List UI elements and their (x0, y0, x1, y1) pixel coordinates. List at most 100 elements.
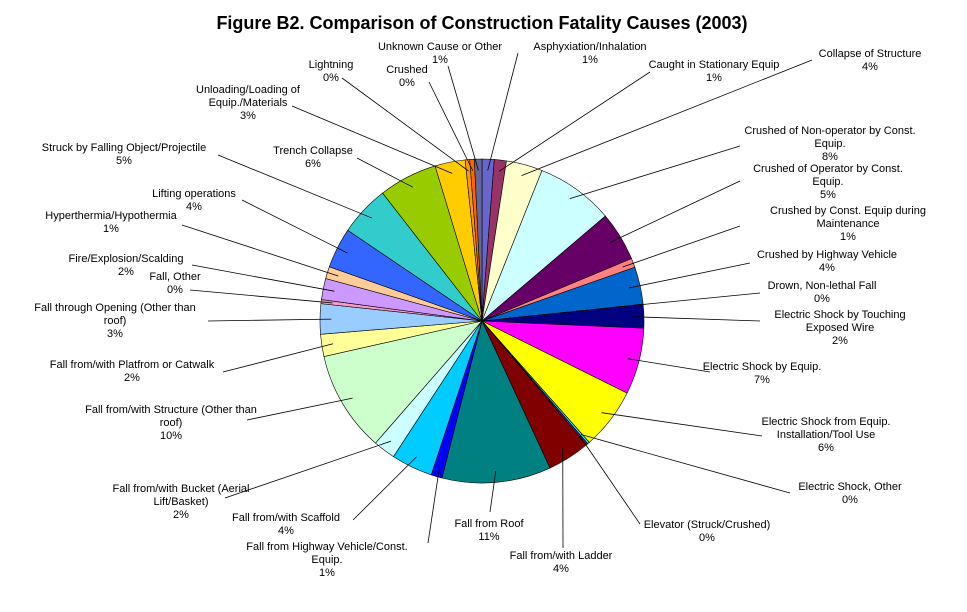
slice-percent: 7% (754, 374, 770, 386)
slice-label: Lightning 0% (309, 59, 354, 84)
slice-label-line: Crushed of Non-operator by Const. (744, 125, 915, 137)
leader-line (352, 456, 417, 521)
leader-line (207, 318, 332, 322)
slice-label: Struck by Falling Object/Projectile 5% (42, 142, 206, 167)
slice-label-line: Caught in Stationary Equip (649, 59, 780, 71)
slice-label-line: Equip./Materials (209, 97, 288, 109)
pie-slice (441, 320, 551, 484)
slice-label-line: Collapse of Structure (819, 48, 922, 60)
slice-percent: 6% (305, 158, 321, 170)
slice-label-line: Elevator (Struck/Crushed) (644, 519, 771, 531)
slice-percent: 4% (819, 262, 835, 274)
slice-label-line: Lightning (309, 59, 354, 71)
leader-line (241, 199, 348, 254)
slice-label-line: Fall from/with Bucket (Aerial (113, 483, 250, 495)
slice-label: Fall from Roof 11% (454, 518, 524, 543)
leader-line (224, 440, 392, 499)
leader-line (291, 105, 453, 174)
slice-labels: Asphyxiation/Inhalation 1% Caught in Stati… (34, 41, 926, 579)
slice-percent: 1% (319, 567, 335, 579)
slice-percent: 10% (160, 430, 182, 442)
slice-label-line: roof) (104, 315, 127, 327)
slice-percent: 2% (173, 509, 189, 521)
slice-label-line: Fall from/with Structure (Other than (85, 404, 257, 416)
slice-label-line: Crushed by Const. Equip during (770, 205, 926, 217)
slice-percent: 3% (240, 110, 256, 122)
slice-label-line: Asphyxiation/Inhalation (533, 41, 646, 53)
leader-line (427, 465, 441, 544)
leader-line (428, 81, 474, 171)
slice-label: Electric Shock, Other 0% (798, 481, 902, 506)
slice-label-line: Unloading/Loading of (196, 84, 301, 96)
slice-label-line: Fall through Opening (Other than (34, 302, 195, 314)
slice-label-line: Exposed Wire (806, 322, 874, 334)
slice-label-line: Fall, Other (149, 271, 201, 283)
leader-line (181, 224, 339, 277)
slice-label-line: Fall from Roof (454, 518, 524, 530)
slice-label: Crushed of Non-operator by Const. Equip. 8… (744, 125, 915, 163)
leader-line (222, 343, 334, 373)
slice-label: Unloading/Loading of Equip./Materials 3% (196, 84, 301, 122)
slice-percent: 1% (432, 54, 448, 66)
slice-label: Fall from/with Bucket (Aerial Lift/Basket… (113, 483, 250, 521)
slice-label: Hyperthermia/Hypothermia 1% (45, 210, 177, 235)
slice-label-line: Unknown Cause or Other (378, 41, 502, 53)
slice-label: Elevator (Struck/Crushed) 0% (644, 519, 771, 544)
slice-label-line: Lifting operations (152, 188, 236, 200)
slice-label: Fall from/with Ladder 4% (510, 550, 613, 575)
slice-percent: 1% (840, 231, 856, 243)
slice-label-line: roof) (160, 417, 183, 429)
slice-label: Fall from/with Platfrom or Catwalk 2% (50, 359, 215, 384)
leader-line (189, 289, 333, 304)
slice-label: Crushed 0% (386, 64, 428, 89)
slice-percent: 11% (478, 531, 499, 543)
slice-label-line: Lift/Basket) (153, 496, 208, 508)
slice-percent: 2% (124, 372, 140, 384)
slice-label: Asphyxiation/Inhalation 1% (533, 41, 646, 66)
pie-slices (319, 158, 645, 484)
slice-percent: 0% (842, 494, 858, 506)
pie-slice (474, 158, 483, 322)
chart-title: Figure B2. Comparison of Construction Fa… (216, 13, 747, 33)
slice-label: Crushed by Highway Vehicle 4% (757, 249, 897, 274)
slice-label-line: Crushed (386, 64, 428, 76)
slice-label-line: Fall from/with Scaffold (232, 512, 340, 524)
slice-label: Electric Shock from Equip. Installation/T… (762, 416, 891, 454)
slice-percent: 0% (167, 284, 183, 296)
slice-percent: 4% (553, 563, 569, 575)
slice-label: Crushed by Const. Equip during Maintenanc… (770, 205, 926, 243)
slice-label-line: Crushed of Operator by Const. (753, 163, 903, 175)
slice-label-line: Electric Shock by Equip. (703, 361, 822, 373)
slice-percent: 0% (399, 77, 415, 89)
slice-label-line: Struck by Falling Object/Projectile (42, 142, 206, 154)
leader-line (191, 264, 335, 292)
slice-label-line: Equip. (814, 138, 845, 150)
slice-percent: 0% (814, 293, 830, 305)
slice-percent: 3% (107, 328, 123, 340)
leader-line (569, 145, 741, 199)
pie-slice (323, 320, 483, 444)
slice-label-line: Fall from Highway Vehicle/Const. (246, 541, 407, 553)
slice-label: Fire/Explosion/Scalding 2% (69, 253, 184, 278)
leader-line (521, 59, 813, 176)
slice-percent: 2% (118, 266, 134, 278)
slice-label-line: Crushed by Highway Vehicle (757, 249, 897, 261)
slice-label-line: Drown, Non-lethal Fall (768, 280, 877, 292)
leader-line (341, 77, 469, 172)
leader-line (632, 316, 761, 322)
leader-line (622, 225, 741, 268)
slice-percent: 5% (820, 189, 836, 201)
leader-line (601, 412, 763, 437)
leader-line (489, 470, 497, 513)
leader-line (631, 292, 761, 306)
slice-label-line: Maintenance (817, 218, 880, 230)
slice-label-line: Trench Collapse (273, 145, 353, 157)
leader-line (356, 157, 413, 188)
slice-label: Collapse of Structure 4% (819, 48, 922, 73)
leader-lines (181, 52, 813, 549)
slice-label-line: Electric Shock, Other (798, 481, 902, 493)
slice-label: Crushed of Operator by Const. Equip. 5% (753, 163, 903, 201)
slice-label: Electric Shock by Touching Exposed Wire 2% (774, 309, 905, 347)
slice-label-line: Equip. (812, 176, 843, 188)
